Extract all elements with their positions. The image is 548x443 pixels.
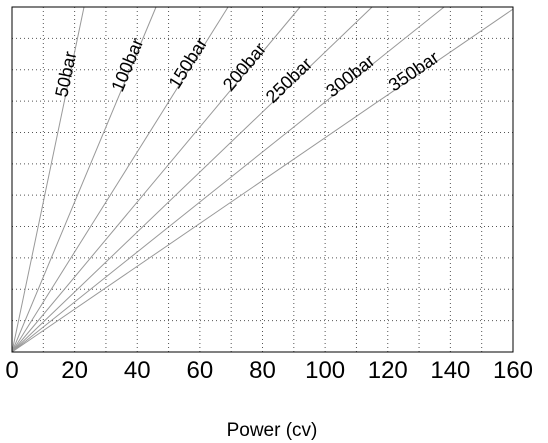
x-axis-title: Power (cv): [227, 420, 318, 441]
series-line-50bar: [11, 6, 85, 353]
series-label-250bar: 250bar: [262, 54, 316, 107]
series-line-300bar: [11, 6, 445, 353]
grid: [12, 7, 513, 352]
series-label-200bar: 200bar: [219, 39, 270, 95]
x-tick-labels: 0 20 40 60 80 100 120 140 160: [5, 357, 533, 384]
series-label-50bar: 50bar: [51, 50, 80, 99]
x-tick-label: 80: [249, 357, 276, 384]
series-label-300bar: 300bar: [322, 51, 378, 102]
series-line-200bar: [11, 6, 301, 353]
x-tick-label: 60: [187, 357, 214, 384]
series-line-150bar: [11, 6, 229, 353]
series-line-350bar: [11, 8, 514, 353]
x-tick-label: 160: [493, 357, 533, 384]
x-tick-label: 0: [5, 357, 18, 384]
x-tick-label: 20: [61, 357, 88, 384]
plot-frame: [11, 6, 514, 353]
series-label-100bar: 100bar: [107, 35, 147, 94]
series-lines: [11, 6, 514, 353]
series-label-150bar: 150bar: [165, 34, 212, 92]
x-tick-label: 140: [430, 357, 470, 384]
series-line-100bar: [11, 6, 157, 353]
series-line-250bar: [11, 6, 373, 353]
x-tick-label: 40: [124, 357, 151, 384]
x-tick-label: 120: [368, 357, 408, 384]
x-tick-label: 100: [305, 357, 345, 384]
series-label-350bar: 350bar: [385, 47, 443, 95]
